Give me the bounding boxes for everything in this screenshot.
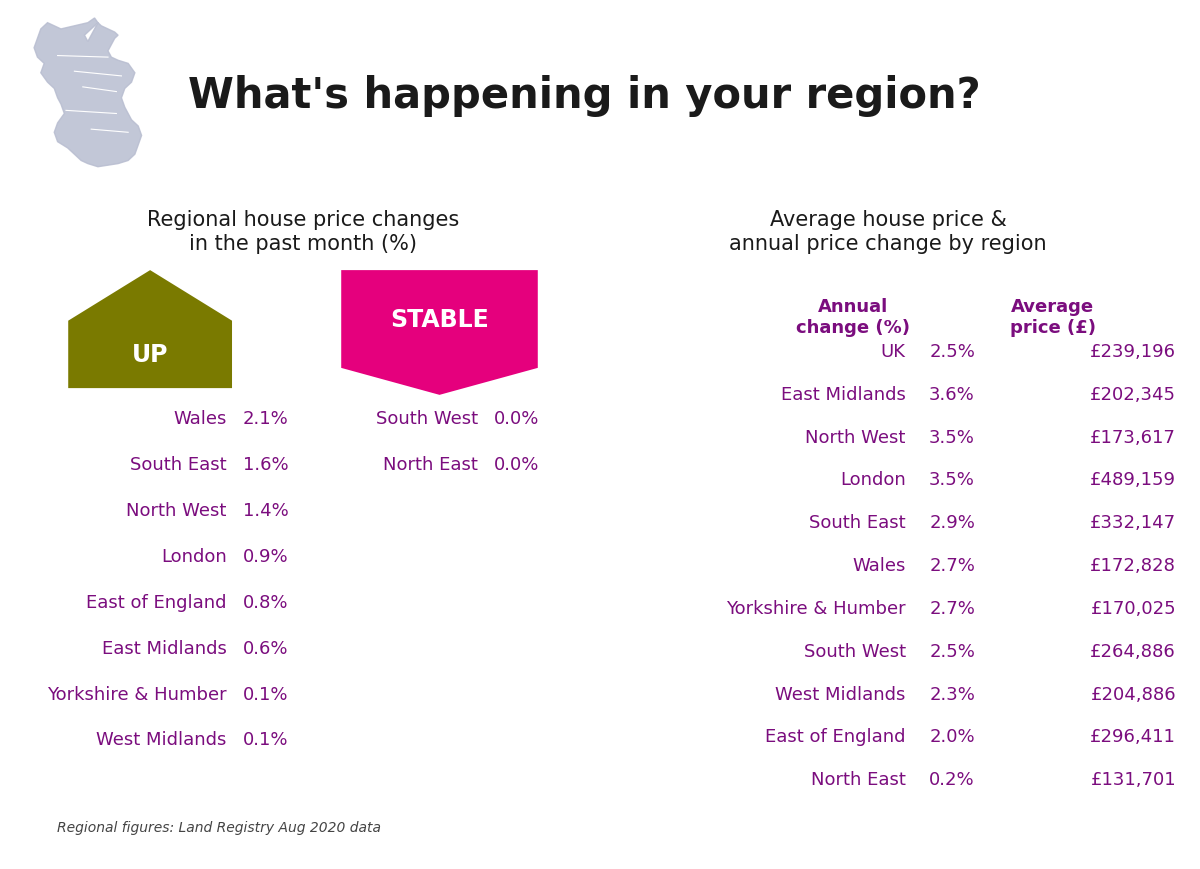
Text: 2.0%: 2.0% bbox=[929, 727, 974, 746]
Text: 3.5%: 3.5% bbox=[929, 428, 976, 446]
Text: 0.8%: 0.8% bbox=[242, 594, 288, 611]
Text: What's happening in your region?: What's happening in your region? bbox=[188, 75, 980, 116]
Text: London: London bbox=[161, 547, 227, 566]
Text: 0.6%: 0.6% bbox=[242, 639, 288, 657]
Text: Wales: Wales bbox=[852, 556, 906, 574]
Text: 2.7%: 2.7% bbox=[929, 600, 976, 617]
Text: West Midlands: West Midlands bbox=[96, 731, 227, 748]
Polygon shape bbox=[341, 271, 538, 395]
Text: North West: North West bbox=[126, 501, 227, 520]
Text: STABLE: STABLE bbox=[390, 308, 488, 332]
Text: North East: North East bbox=[383, 455, 478, 474]
Text: London: London bbox=[840, 471, 906, 489]
Text: UP: UP bbox=[132, 343, 168, 367]
Text: 2.9%: 2.9% bbox=[929, 514, 976, 532]
Text: South West: South West bbox=[804, 642, 906, 660]
Text: South East: South East bbox=[130, 455, 227, 474]
Text: Average house price &
annual price change by region: Average house price & annual price chang… bbox=[730, 210, 1046, 254]
Text: £296,411: £296,411 bbox=[1091, 727, 1176, 746]
Text: North West: North West bbox=[805, 428, 906, 446]
Text: 2.3%: 2.3% bbox=[929, 685, 976, 703]
Text: 1.4%: 1.4% bbox=[242, 501, 289, 520]
Text: South East: South East bbox=[809, 514, 906, 532]
Text: £264,886: £264,886 bbox=[1091, 642, 1176, 660]
Text: Yorkshire & Humber: Yorkshire & Humber bbox=[726, 600, 906, 617]
Text: 1.6%: 1.6% bbox=[242, 455, 288, 474]
Text: 0.9%: 0.9% bbox=[242, 547, 288, 566]
Text: 2.5%: 2.5% bbox=[929, 642, 976, 660]
Text: North East: North East bbox=[811, 770, 906, 788]
Text: East Midlands: East Midlands bbox=[102, 639, 227, 657]
Text: 2.5%: 2.5% bbox=[929, 342, 976, 361]
Text: £204,886: £204,886 bbox=[1091, 685, 1176, 703]
Text: £239,196: £239,196 bbox=[1090, 342, 1176, 361]
Text: East Midlands: East Midlands bbox=[781, 385, 906, 403]
Text: East of England: East of England bbox=[86, 594, 227, 611]
Text: 2.7%: 2.7% bbox=[929, 556, 976, 574]
Text: £172,828: £172,828 bbox=[1091, 556, 1176, 574]
Text: Yorkshire & Humber: Yorkshire & Humber bbox=[47, 685, 227, 703]
Text: 3.6%: 3.6% bbox=[929, 385, 974, 403]
Text: Regional house price changes
in the past month (%): Regional house price changes in the past… bbox=[146, 210, 460, 254]
Text: 3.5%: 3.5% bbox=[929, 471, 976, 489]
Text: 0.0%: 0.0% bbox=[494, 410, 540, 428]
Polygon shape bbox=[34, 19, 142, 168]
Text: 0.2%: 0.2% bbox=[929, 770, 974, 788]
Text: £332,147: £332,147 bbox=[1090, 514, 1176, 532]
Text: 2.1%: 2.1% bbox=[242, 410, 289, 428]
Text: West Midlands: West Midlands bbox=[775, 685, 906, 703]
Text: South West: South West bbox=[376, 410, 478, 428]
Text: £489,159: £489,159 bbox=[1090, 471, 1176, 489]
Text: UK: UK bbox=[881, 342, 906, 361]
Text: 0.1%: 0.1% bbox=[242, 685, 288, 703]
Text: Annual
change (%): Annual change (%) bbox=[796, 298, 910, 336]
Text: Regional figures: Land Registry Aug 2020 data: Regional figures: Land Registry Aug 2020… bbox=[58, 820, 382, 834]
Text: 0.1%: 0.1% bbox=[242, 731, 288, 748]
Text: Wales: Wales bbox=[173, 410, 227, 428]
Text: £131,701: £131,701 bbox=[1091, 770, 1176, 788]
Text: £170,025: £170,025 bbox=[1091, 600, 1176, 617]
Text: East of England: East of England bbox=[766, 727, 906, 746]
Text: £202,345: £202,345 bbox=[1090, 385, 1176, 403]
Polygon shape bbox=[68, 271, 232, 388]
Text: Average
price (£): Average price (£) bbox=[1009, 298, 1096, 336]
Text: 0.0%: 0.0% bbox=[494, 455, 540, 474]
Text: £173,617: £173,617 bbox=[1091, 428, 1176, 446]
